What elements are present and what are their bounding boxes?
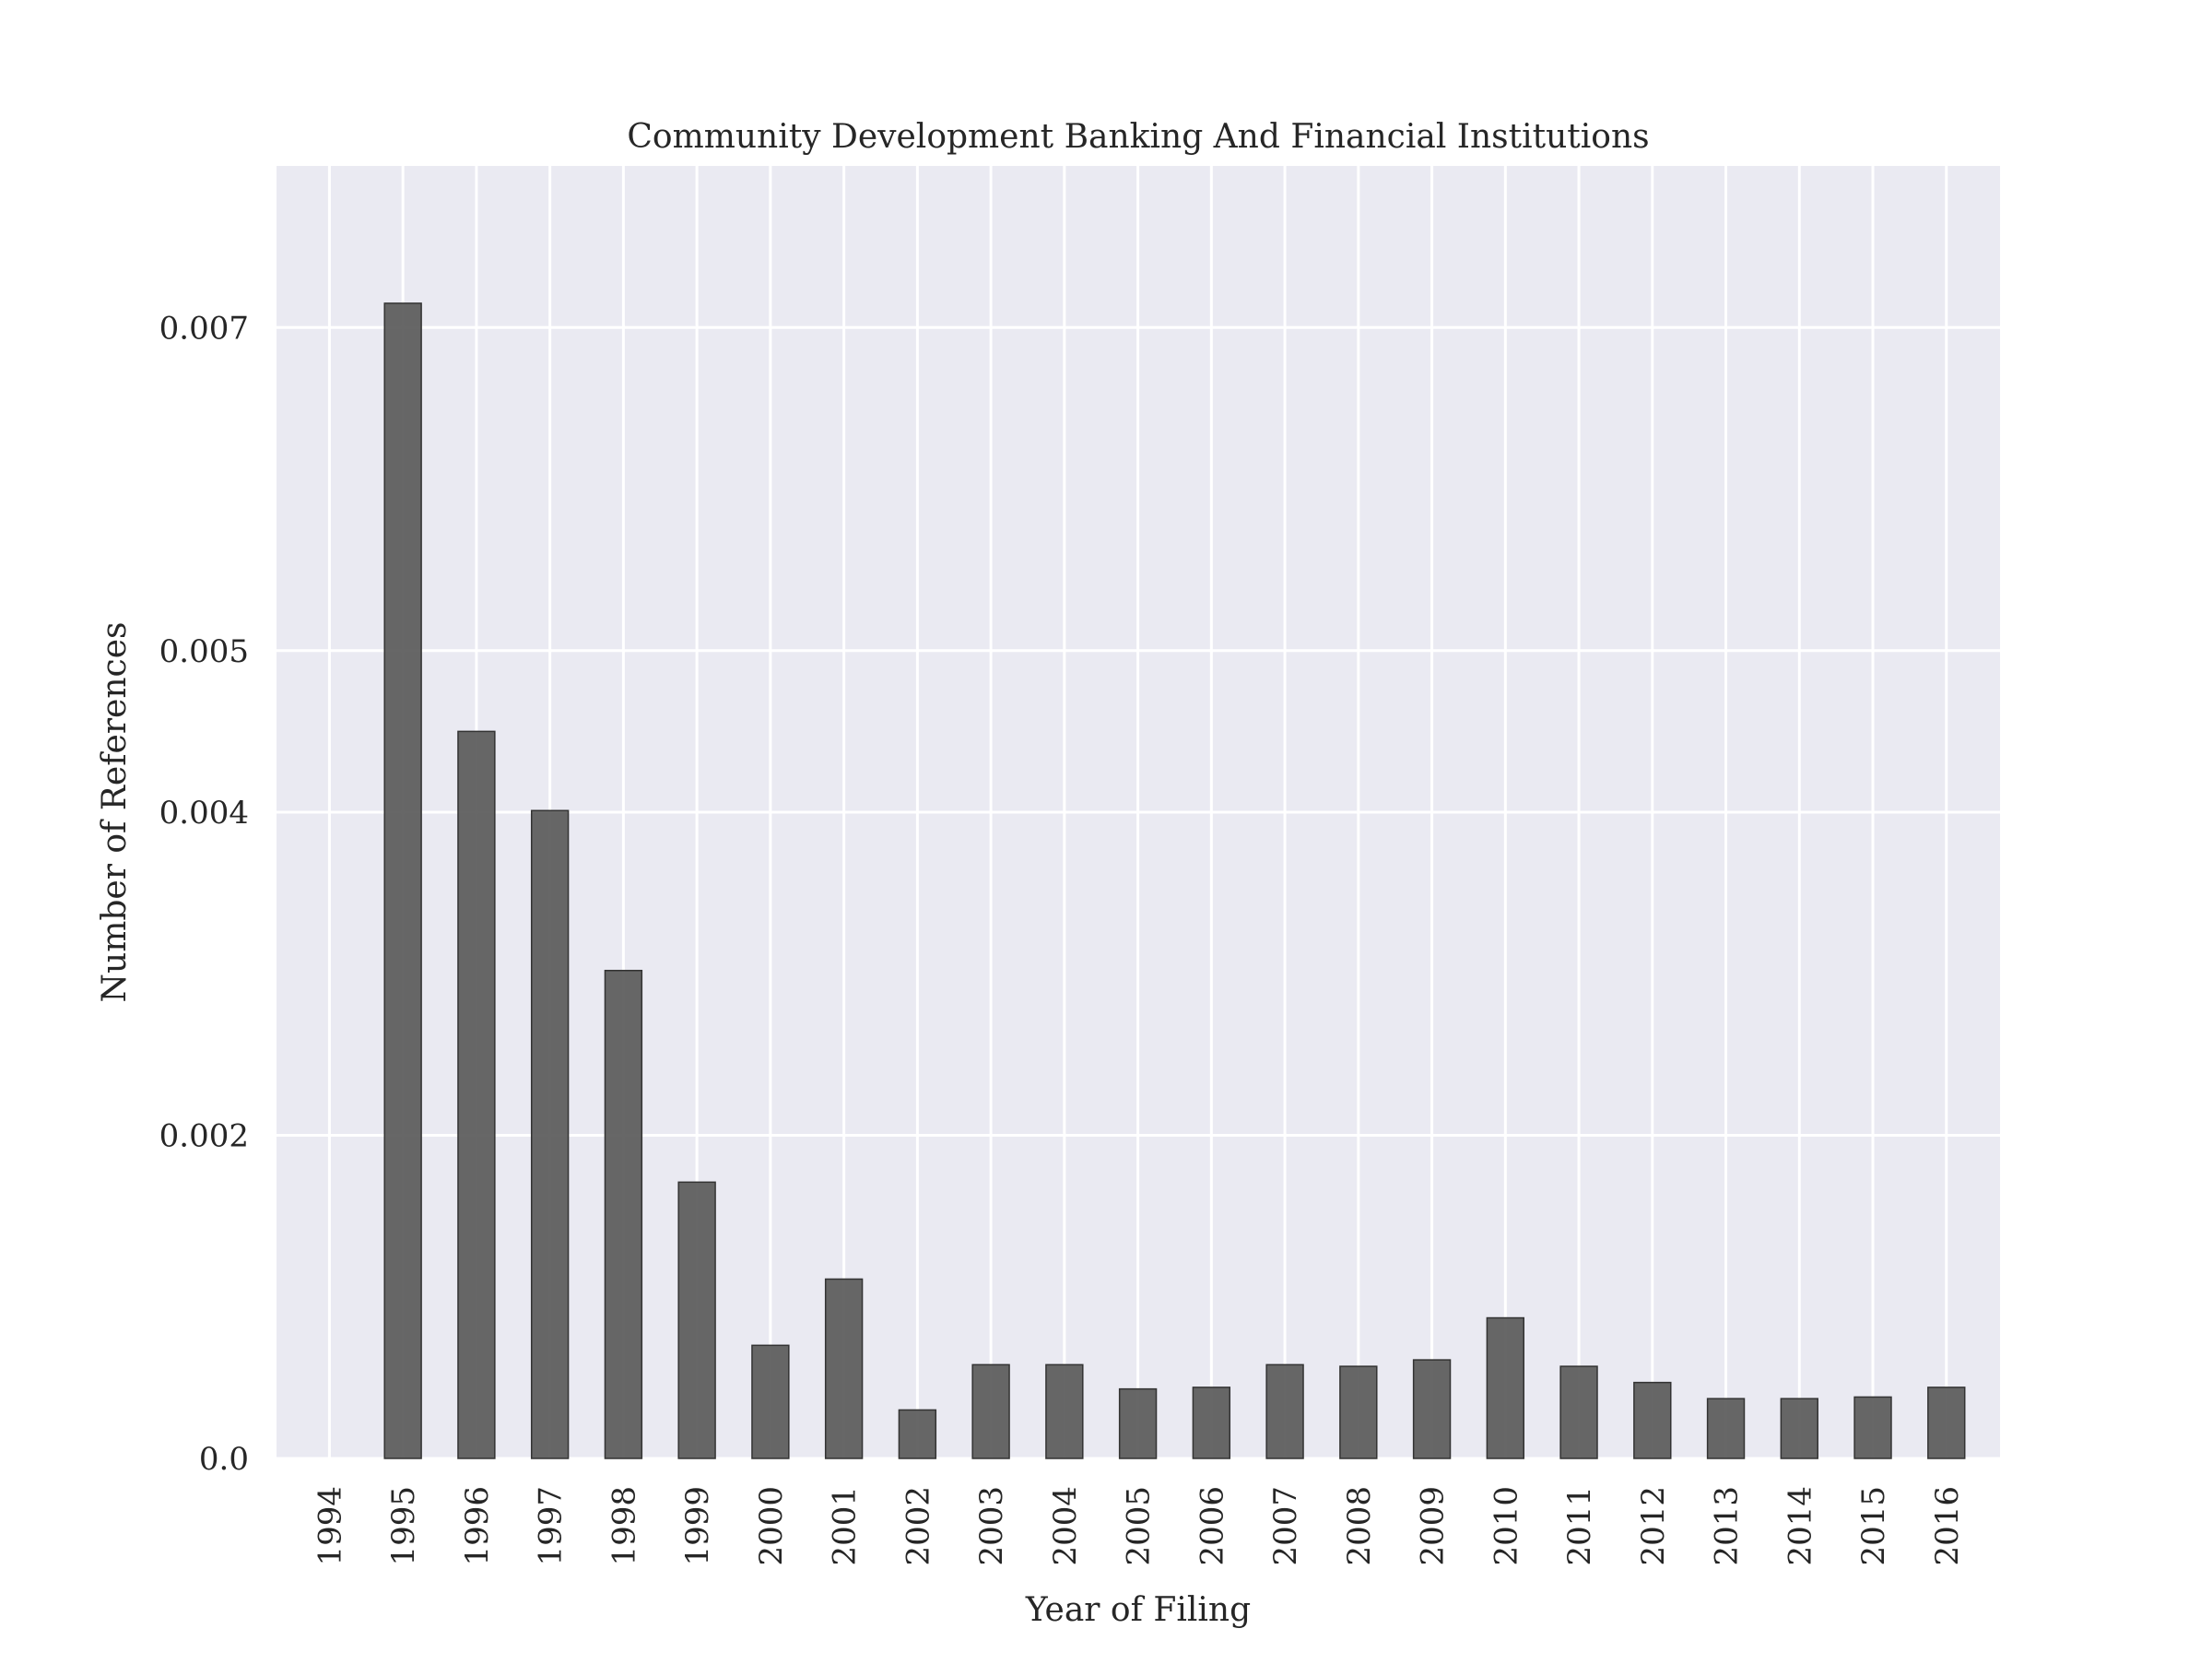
bar-2014 [1780,1398,1818,1459]
bar-2008 [1339,1365,1378,1459]
x-axis-label: Year of Filing [1025,1591,1251,1629]
x-tick-label: 1995 [385,1486,422,1566]
bar-2000 [751,1344,790,1459]
bar-2013 [1706,1398,1746,1459]
y-tick-label: 0.007 [159,310,249,347]
x-tick-label: 2003 [973,1486,1010,1566]
bar-1999 [677,1181,716,1459]
y-tick-label: 0.0 [199,1441,249,1478]
x-tick-label: 2006 [1194,1486,1230,1566]
bar-1997 [530,809,570,1459]
x-tick-label: 2000 [753,1486,790,1566]
x-tick-label: 2008 [1341,1486,1378,1566]
bar-2012 [1633,1381,1672,1459]
x-tick-label: 1994 [312,1486,348,1566]
bar-2009 [1412,1359,1452,1459]
x-tick-label: 2007 [1267,1486,1304,1566]
x-tick-label: 2015 [1855,1486,1892,1566]
x-tick-label: 2005 [1121,1486,1158,1566]
bar-2002 [898,1409,937,1459]
bar-2005 [1118,1387,1158,1459]
x-tick-label: 2016 [1929,1486,1966,1566]
grid-lines [276,166,2000,1460]
x-tick-label: 2010 [1488,1486,1524,1566]
y-axis-label: Number of References [96,622,134,1003]
bar-2006 [1192,1387,1231,1459]
bar-2011 [1559,1365,1598,1459]
x-tick-label: 2004 [1047,1486,1084,1566]
x-tick-label: 2011 [1561,1486,1598,1566]
bar-2007 [1265,1363,1304,1459]
x-tick-label: 1999 [679,1486,716,1566]
x-tick-label: 2014 [1782,1486,1818,1566]
x-tick-label: 2009 [1415,1486,1452,1566]
y-tick-label: 0.002 [159,1118,249,1155]
bar-2001 [824,1278,864,1459]
y-tick-labels: 0.0 0.002 0.004 0.005 0.007 [159,310,249,1478]
x-tick-label: 1997 [533,1486,570,1566]
bar-1996 [457,730,496,1459]
x-tick-label: 1998 [606,1486,642,1566]
bar-2010 [1486,1316,1525,1459]
x-tick-label: 2012 [1635,1486,1672,1566]
bar-2003 [971,1363,1010,1459]
x-tick-labels: 1994 1995 1996 1997 1998 1999 2000 2001 2002 2003… [312,1486,1965,1566]
bar-1998 [604,969,643,1459]
bar-2015 [1853,1396,1892,1459]
bar-2016 [1927,1387,1966,1459]
x-tick-label: 2002 [900,1486,936,1566]
x-tick-label: 2001 [827,1486,864,1566]
x-tick-label: 1996 [459,1486,496,1566]
bar-2004 [1045,1363,1084,1459]
x-tick-label: 2013 [1709,1486,1746,1566]
chart-title: Community Development Banking And Financ… [627,118,1649,156]
bar-1995 [383,302,422,1459]
y-tick-label: 0.004 [159,795,249,832]
bars [383,302,1966,1459]
y-tick-label: 0.005 [159,633,249,670]
